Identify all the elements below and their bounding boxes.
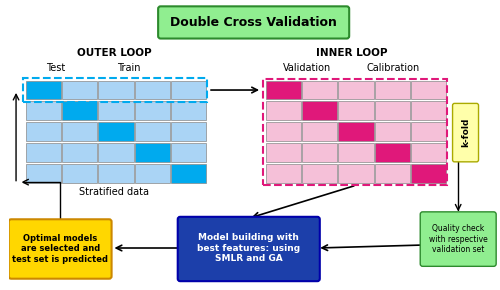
FancyBboxPatch shape <box>374 81 410 99</box>
FancyBboxPatch shape <box>302 81 338 99</box>
FancyBboxPatch shape <box>98 122 134 141</box>
Text: Double Cross Validation: Double Cross Validation <box>170 16 337 29</box>
FancyBboxPatch shape <box>134 164 170 183</box>
Text: Calibration: Calibration <box>366 63 420 73</box>
FancyBboxPatch shape <box>374 143 410 162</box>
Text: Quality check
with respective
validation set: Quality check with respective validation… <box>429 224 488 254</box>
FancyBboxPatch shape <box>302 164 338 183</box>
FancyBboxPatch shape <box>8 219 112 279</box>
FancyBboxPatch shape <box>374 102 410 120</box>
FancyBboxPatch shape <box>266 164 301 183</box>
FancyBboxPatch shape <box>26 81 61 99</box>
FancyBboxPatch shape <box>302 122 338 141</box>
FancyBboxPatch shape <box>266 102 301 120</box>
FancyBboxPatch shape <box>302 102 338 120</box>
Text: Stratified data: Stratified data <box>79 187 149 197</box>
FancyBboxPatch shape <box>338 122 374 141</box>
FancyBboxPatch shape <box>171 143 206 162</box>
FancyBboxPatch shape <box>62 102 98 120</box>
FancyBboxPatch shape <box>178 217 320 281</box>
Text: OUTER LOOP: OUTER LOOP <box>76 48 152 58</box>
FancyBboxPatch shape <box>171 102 206 120</box>
FancyBboxPatch shape <box>134 143 170 162</box>
FancyBboxPatch shape <box>171 122 206 141</box>
FancyBboxPatch shape <box>338 102 374 120</box>
FancyBboxPatch shape <box>411 164 446 183</box>
Text: INNER LOOP: INNER LOOP <box>316 48 388 58</box>
FancyBboxPatch shape <box>302 143 338 162</box>
FancyBboxPatch shape <box>374 164 410 183</box>
FancyBboxPatch shape <box>374 122 410 141</box>
Text: Optimal models
are selected and
test set is predicted: Optimal models are selected and test set… <box>12 234 108 264</box>
Text: Model building with
best features: using
SMLR and GA: Model building with best features: using… <box>197 233 300 263</box>
FancyBboxPatch shape <box>171 81 206 99</box>
FancyBboxPatch shape <box>338 164 374 183</box>
FancyBboxPatch shape <box>411 122 446 141</box>
Text: Test: Test <box>46 63 65 73</box>
FancyBboxPatch shape <box>134 122 170 141</box>
FancyBboxPatch shape <box>411 143 446 162</box>
FancyBboxPatch shape <box>266 143 301 162</box>
FancyBboxPatch shape <box>411 81 446 99</box>
Text: Validation: Validation <box>284 63 332 73</box>
FancyBboxPatch shape <box>26 122 61 141</box>
FancyBboxPatch shape <box>338 81 374 99</box>
FancyBboxPatch shape <box>98 143 134 162</box>
FancyBboxPatch shape <box>62 122 98 141</box>
FancyBboxPatch shape <box>411 102 446 120</box>
Text: k-fold: k-fold <box>461 118 470 147</box>
FancyBboxPatch shape <box>338 143 374 162</box>
FancyBboxPatch shape <box>452 104 478 162</box>
FancyBboxPatch shape <box>62 81 98 99</box>
FancyBboxPatch shape <box>62 164 98 183</box>
FancyBboxPatch shape <box>134 81 170 99</box>
FancyBboxPatch shape <box>266 122 301 141</box>
FancyBboxPatch shape <box>62 143 98 162</box>
FancyBboxPatch shape <box>98 102 134 120</box>
Text: Train: Train <box>117 63 140 73</box>
FancyBboxPatch shape <box>134 102 170 120</box>
FancyBboxPatch shape <box>26 164 61 183</box>
FancyBboxPatch shape <box>98 164 134 183</box>
FancyBboxPatch shape <box>266 81 301 99</box>
FancyBboxPatch shape <box>420 212 496 266</box>
FancyBboxPatch shape <box>171 164 206 183</box>
FancyBboxPatch shape <box>98 81 134 99</box>
FancyBboxPatch shape <box>26 143 61 162</box>
FancyBboxPatch shape <box>158 6 349 39</box>
FancyBboxPatch shape <box>26 102 61 120</box>
